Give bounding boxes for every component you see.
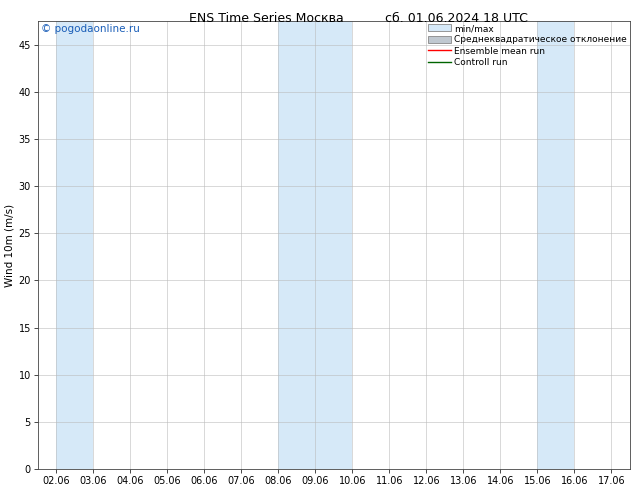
Bar bbox=[56, 22, 93, 469]
Bar bbox=[278, 22, 353, 469]
Bar bbox=[538, 22, 574, 469]
Text: © pogodaonline.ru: © pogodaonline.ru bbox=[41, 24, 139, 33]
Y-axis label: Wind 10m (m/s): Wind 10m (m/s) bbox=[4, 203, 14, 287]
Legend: min/max, Среднеквадратическое отклонение, Ensemble mean run, Controll run: min/max, Среднеквадратическое отклонение… bbox=[427, 22, 629, 69]
Text: ENS Time Series Москва: ENS Time Series Москва bbox=[189, 12, 344, 25]
Text: сб. 01.06.2024 18 UTC: сб. 01.06.2024 18 UTC bbox=[385, 12, 528, 25]
